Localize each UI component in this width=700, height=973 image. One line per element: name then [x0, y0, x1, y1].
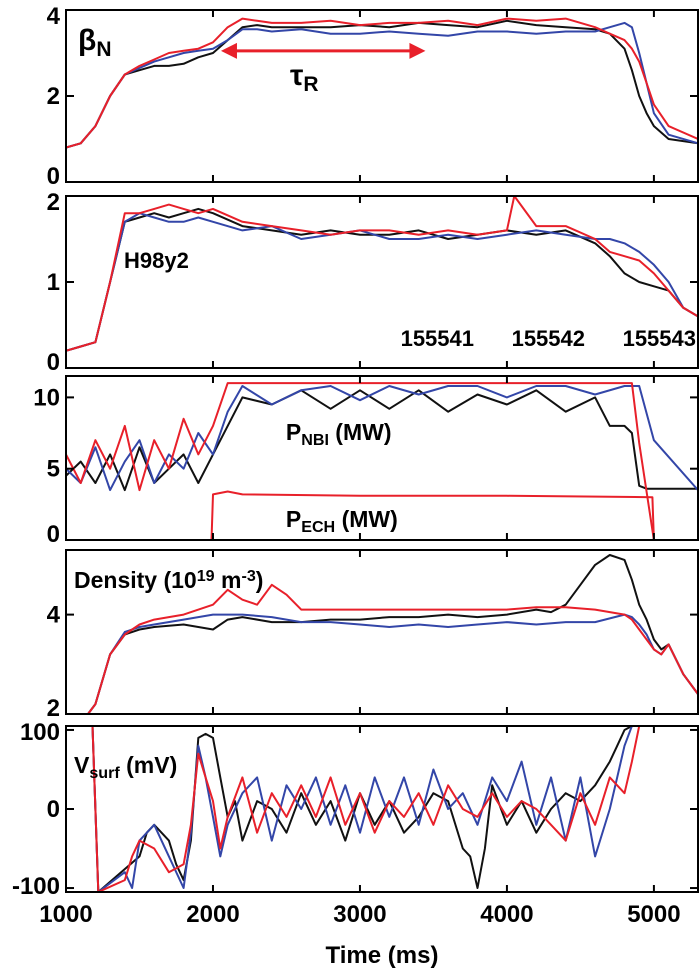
- y-tick-label: 4: [47, 602, 61, 629]
- series-line-155542: [66, 613, 698, 714]
- x-tick-label: 3000: [333, 901, 386, 928]
- power-label-0-part: P: [286, 419, 301, 445]
- x-tick-label: 5000: [627, 901, 680, 928]
- y-tick-label: 2: [47, 695, 60, 722]
- legend-155542: 155542: [512, 326, 585, 351]
- series-line-155541: [66, 207, 698, 352]
- ylabel-h98-part: H98y2: [124, 248, 189, 273]
- x-tick-label: 4000: [480, 901, 533, 928]
- series-line-155542: [66, 385, 698, 492]
- series-group: [66, 382, 698, 540]
- ylabel-density-part: 19: [197, 567, 215, 585]
- series-line-155543: [91, 726, 641, 892]
- ylabel-betaN-part: N: [96, 38, 111, 61]
- panel-vsurf: -100 0 100: [12, 719, 699, 900]
- series-line-155542: [66, 21, 698, 149]
- legend-155543: 155543: [623, 326, 696, 351]
- ylabel-vsurf-part: (mV): [120, 752, 178, 778]
- power-label-0: PNBI (MW): [286, 419, 392, 449]
- power-label-0-part: (MW): [329, 419, 392, 445]
- x-axis-label: Time (ms): [326, 942, 439, 969]
- power-label-0-part: NBI: [301, 431, 329, 449]
- tau-arrow-head-right: [409, 42, 426, 59]
- y-tick-label: 1: [47, 269, 60, 296]
- ylabel-density: Density (1019 m-3): [74, 567, 263, 593]
- legend: 155541 155542 155543: [401, 326, 696, 351]
- panel-density: 24: [47, 549, 699, 722]
- ylabel-density-part: -3: [241, 567, 255, 585]
- series-line-155543: [66, 196, 698, 352]
- series-group: [66, 196, 698, 352]
- y-tick-label: 0: [47, 349, 60, 376]
- ylabel-vsurf-part: V: [74, 752, 90, 778]
- y-tick-label: 0: [47, 163, 60, 190]
- panel-frame: [65, 375, 699, 541]
- x-tick-label: 1000: [39, 901, 92, 928]
- power-label-1: PECH (MW): [286, 506, 398, 536]
- panel-frame: [65, 195, 699, 369]
- series-line-155542: [91, 726, 633, 892]
- tau-label-part: R: [303, 73, 318, 96]
- series-line-155541: [66, 19, 698, 149]
- series-group: [91, 726, 641, 892]
- x-tick-label: 2000: [186, 901, 239, 928]
- ylabel-vsurf-part: surf: [89, 764, 120, 782]
- power-label-1-part: ECH: [301, 518, 335, 536]
- series-line-155541: [91, 726, 640, 892]
- y-tick-label: 100: [20, 719, 60, 746]
- y-tick-label: 5: [47, 456, 60, 483]
- y-tick-label: 10: [33, 384, 60, 411]
- power-label-1-part: (MW): [335, 506, 398, 532]
- ylabel-betaN-part: β: [78, 24, 96, 57]
- series-line-155541: [66, 554, 698, 714]
- y-tick-label: 2: [47, 189, 60, 216]
- tau-label: τR: [290, 59, 319, 96]
- panel-h98: 0 1 2: [47, 189, 699, 376]
- panel-power: 0 5 10: [33, 375, 699, 548]
- y-tick-label: 0: [47, 796, 60, 823]
- series-group: [66, 17, 698, 149]
- series-line-155543: [66, 17, 698, 149]
- panel-betaN: 0 2 4: [47, 3, 699, 190]
- legend-155541: 155541: [401, 326, 474, 351]
- series-line-155543: [66, 583, 698, 714]
- y-tick-label: 4: [47, 3, 61, 30]
- x-axis: 1000 2000 3000 4000 5000: [39, 901, 680, 928]
- panel-frame: [65, 9, 699, 183]
- ylabel-density-part: m: [215, 567, 242, 593]
- ylabel-density-part: Density (10: [74, 567, 197, 593]
- series-line-155543: [66, 382, 698, 540]
- series-line-155543-ECH: [66, 490, 698, 540]
- series-line-155541: [66, 389, 698, 492]
- panel-frame: [65, 549, 699, 715]
- panel-frame: [65, 725, 699, 893]
- ylabel-density-part: ): [256, 567, 264, 593]
- series-group: [66, 554, 698, 714]
- ylabel-h98: H98y2: [124, 248, 189, 273]
- y-tick-label: 2: [47, 83, 60, 110]
- y-tick-label: 0: [47, 521, 60, 548]
- tau-label-part: τ: [290, 59, 303, 92]
- tau-annotation: τR: [220, 42, 426, 96]
- tau-arrow-head-left: [220, 42, 237, 59]
- y-tick-label: -100: [12, 873, 60, 900]
- ylabel-betaN: βN: [78, 24, 111, 61]
- ylabel-vsurf: Vsurf (mV): [74, 752, 177, 782]
- power-label-1-part: P: [286, 506, 301, 532]
